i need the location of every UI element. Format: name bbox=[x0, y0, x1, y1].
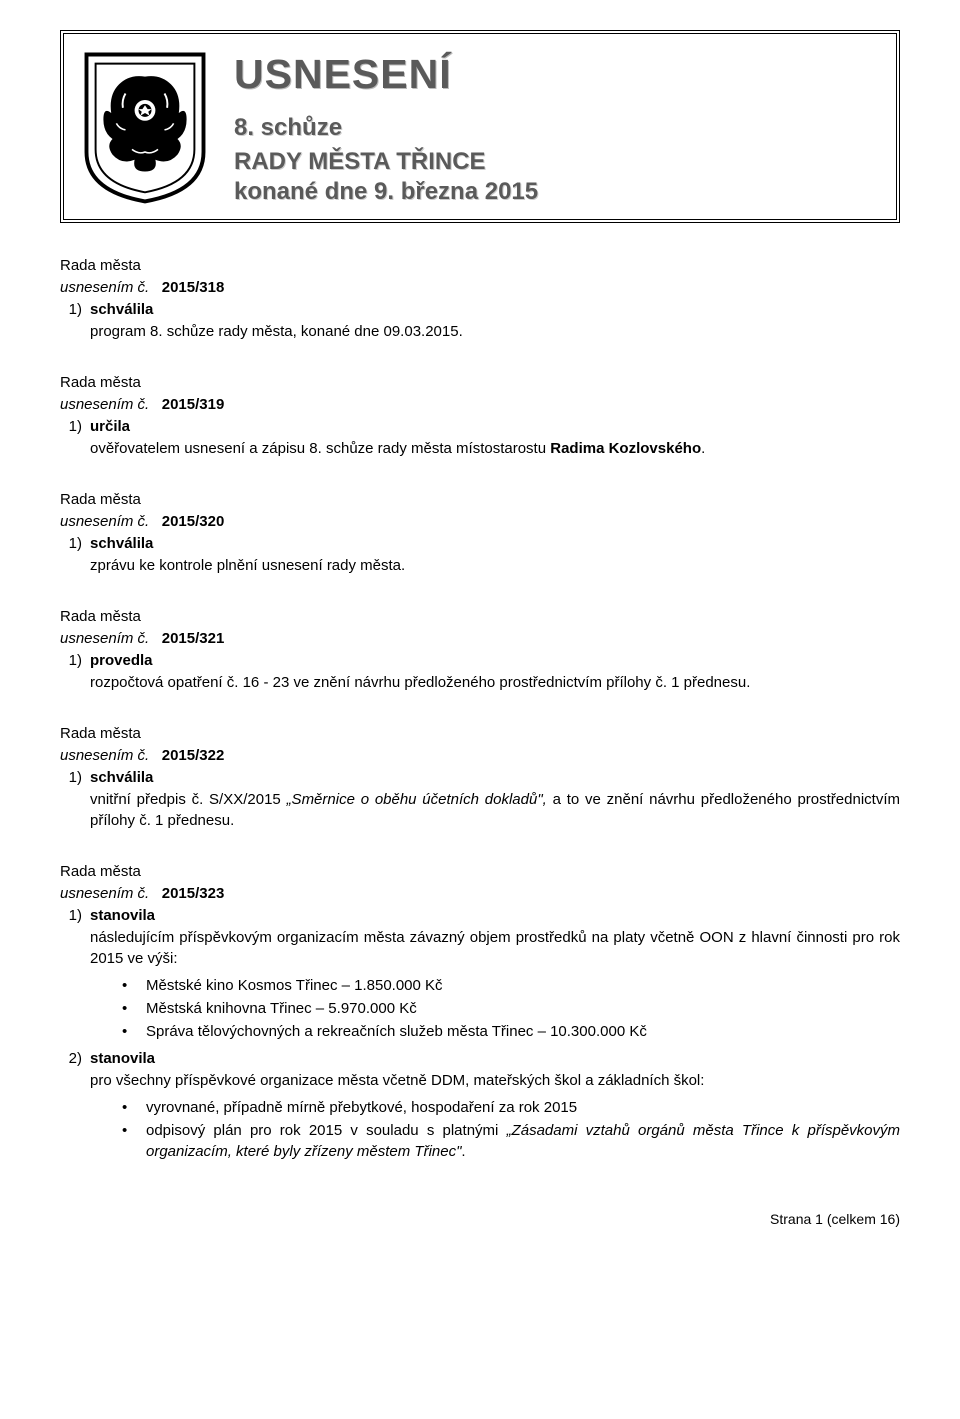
header-text-block: USNESENÍ 8. schůze RADY MĚSTA TŘINCE kon… bbox=[234, 46, 880, 207]
bullet-item: Městské kino Kosmos Třinec – 1.850.000 K… bbox=[122, 975, 900, 996]
body-text-part: vnitřní předpis č. S/XX/2015 bbox=[90, 791, 287, 808]
resolution-318: Rada města usnesením č. 2015/318 1) schv… bbox=[60, 255, 900, 342]
document-header: USNESENÍ 8. schůze RADY MĚSTA TŘINCE kon… bbox=[60, 30, 900, 223]
resolution-label: usnesením č. bbox=[60, 396, 149, 413]
resolution-lead: Rada města bbox=[60, 861, 900, 882]
resolution-point: 1) schválila bbox=[60, 299, 900, 320]
subtitle-meeting-number: 8. schůze bbox=[234, 111, 880, 145]
point-body: rozpočtová opatření č. 16 - 23 ve znění … bbox=[90, 672, 900, 693]
resolution-322: Rada města usnesením č. 2015/322 1) schv… bbox=[60, 723, 900, 831]
resolution-number-line: usnesením č. 2015/321 bbox=[60, 628, 900, 649]
resolution-number: 2015/318 bbox=[162, 279, 225, 296]
resolution-point: 1) schválila bbox=[60, 767, 900, 788]
page-footer: Strana 1 (celkem 16) bbox=[60, 1210, 900, 1230]
bullet-item: Městská knihovna Třinec – 5.970.000 Kč bbox=[122, 998, 900, 1019]
body-text-part: ověřovatelem usnesení a zápisu 8. schůze… bbox=[90, 440, 550, 457]
point-index: 2) bbox=[60, 1048, 82, 1069]
point-action: určila bbox=[90, 416, 130, 437]
resolution-point: 1) provedla bbox=[60, 650, 900, 671]
point-index: 1) bbox=[60, 533, 82, 554]
bullet-item: Správa tělovýchovných a rekreačních služ… bbox=[122, 1021, 900, 1042]
bullet-text-part: odpisový plán pro rok 2015 v souladu s p… bbox=[146, 1122, 507, 1139]
resolution-point: 1) určila bbox=[60, 416, 900, 437]
resolution-number-line: usnesením č. 2015/320 bbox=[60, 511, 900, 532]
resolution-number-line: usnesením č. 2015/323 bbox=[60, 883, 900, 904]
point-index: 1) bbox=[60, 299, 82, 320]
point-action: schválila bbox=[90, 533, 153, 554]
body-emph: „Směrnice o oběhu účetních dokladů", bbox=[287, 791, 547, 808]
resolution-number: 2015/322 bbox=[162, 747, 225, 764]
resolution-label: usnesením č. bbox=[60, 885, 149, 902]
point-body: program 8. schůze rady města, konané dne… bbox=[90, 321, 900, 342]
body-text-part: . bbox=[701, 440, 705, 457]
resolution-label: usnesením č. bbox=[60, 279, 149, 296]
resolution-number: 2015/321 bbox=[162, 630, 225, 647]
resolution-number: 2015/319 bbox=[162, 396, 225, 413]
resolution-lead: Rada města bbox=[60, 372, 900, 393]
point-action: stanovila bbox=[90, 905, 155, 926]
resolution-label: usnesením č. bbox=[60, 747, 149, 764]
point-body: pro všechny příspěvkové organizace města… bbox=[90, 1070, 900, 1091]
bullet-item: odpisový plán pro rok 2015 v souladu s p… bbox=[122, 1120, 900, 1162]
resolution-323: Rada města usnesením č. 2015/323 1) stan… bbox=[60, 861, 900, 1162]
point-index: 1) bbox=[60, 905, 82, 926]
point-body: ověřovatelem usnesení a zápisu 8. schůze… bbox=[90, 438, 900, 459]
resolution-label: usnesením č. bbox=[60, 630, 149, 647]
resolution-319: Rada města usnesením č. 2015/319 1) urči… bbox=[60, 372, 900, 459]
resolution-lead: Rada města bbox=[60, 723, 900, 744]
point-action: schválila bbox=[90, 767, 153, 788]
point-body: zprávu ke kontrole plnění usnesení rady … bbox=[90, 555, 900, 576]
resolution-number: 2015/323 bbox=[162, 885, 225, 902]
point-index: 1) bbox=[60, 650, 82, 671]
resolution-point-1: 1) stanovila bbox=[60, 905, 900, 926]
point-action: provedla bbox=[90, 650, 153, 671]
resolution-number-line: usnesením č. 2015/322 bbox=[60, 745, 900, 766]
resolution-label: usnesením č. bbox=[60, 513, 149, 530]
main-title: USNESENÍ bbox=[234, 46, 880, 103]
point-action: stanovila bbox=[90, 1048, 155, 1069]
bullet-list-rules: vyrovnané, případně mírně přebytkové, ho… bbox=[122, 1097, 900, 1162]
bullet-list-allocations: Městské kino Kosmos Třinec – 1.850.000 K… bbox=[122, 975, 900, 1042]
resolution-number-line: usnesením č. 2015/319 bbox=[60, 394, 900, 415]
resolution-lead: Rada města bbox=[60, 255, 900, 276]
resolution-point: 1) schválila bbox=[60, 533, 900, 554]
city-crest-icon bbox=[80, 46, 210, 206]
point-body: následujícím příspěvkovým organizacím mě… bbox=[90, 927, 900, 969]
subtitle-council: RADY MĚSTA TŘINCE bbox=[234, 147, 880, 177]
point-index: 1) bbox=[60, 416, 82, 437]
subtitle-date: konané dne 9. března 2015 bbox=[234, 177, 880, 207]
body-strong: Radima Kozlovského bbox=[550, 440, 701, 457]
point-index: 1) bbox=[60, 767, 82, 788]
resolution-lead: Rada města bbox=[60, 606, 900, 627]
resolution-320: Rada města usnesením č. 2015/320 1) schv… bbox=[60, 489, 900, 576]
point-body: vnitřní předpis č. S/XX/2015 „Směrnice o… bbox=[90, 789, 900, 831]
bullet-text-part: . bbox=[461, 1143, 465, 1160]
resolution-point-2: 2) stanovila bbox=[60, 1048, 900, 1069]
resolution-lead: Rada města bbox=[60, 489, 900, 510]
resolution-number-line: usnesením č. 2015/318 bbox=[60, 277, 900, 298]
resolution-321: Rada města usnesením č. 2015/321 1) prov… bbox=[60, 606, 900, 693]
bullet-item: vyrovnané, případně mírně přebytkové, ho… bbox=[122, 1097, 900, 1118]
resolution-number: 2015/320 bbox=[162, 513, 225, 530]
point-action: schválila bbox=[90, 299, 153, 320]
